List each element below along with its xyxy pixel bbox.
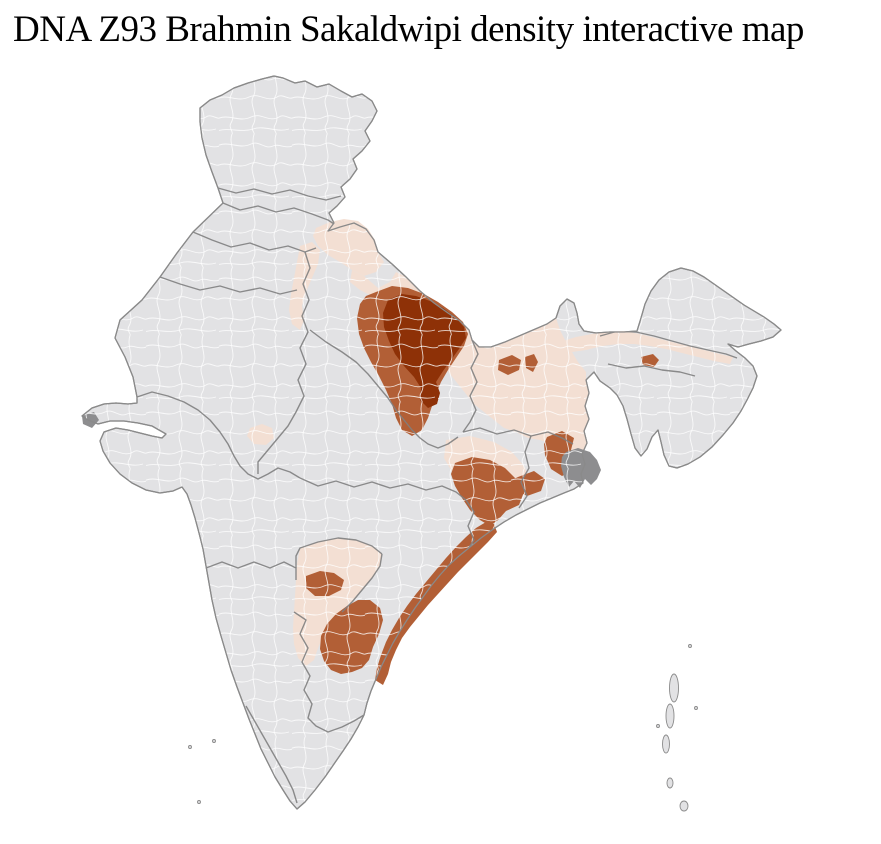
island-lakshadweep-3[interactable] xyxy=(197,800,201,804)
state-border-punjab-haryana xyxy=(192,231,317,253)
state-border-ap-telangana xyxy=(341,553,383,613)
state-border-up-bihar xyxy=(462,339,479,433)
state-border-karnataka-ap-tn xyxy=(293,611,365,733)
island-andaman-north[interactable] xyxy=(669,673,679,703)
island-little-andaman[interactable] xyxy=(666,777,674,789)
state-border-maharashtra-karnataka xyxy=(205,561,297,580)
map-title: DNA Z93 Brahmin Sakaldwipi density inter… xyxy=(13,9,804,50)
island-andaman-middle[interactable] xyxy=(665,703,675,729)
state-border-hp-punjab xyxy=(222,202,335,225)
island-lakshadweep-1[interactable] xyxy=(188,745,192,749)
country-outline xyxy=(81,75,782,810)
island-lakshadweep-2[interactable] xyxy=(212,739,216,743)
state-border-bihar-jharkhand-wb xyxy=(462,427,574,445)
island-islet-3[interactable] xyxy=(656,724,660,728)
island-nicobar[interactable] xyxy=(679,800,689,812)
state-border-gujarat-north xyxy=(136,391,301,480)
state-border-kerala-tn xyxy=(245,705,298,804)
state-border-telangana-north xyxy=(295,537,383,568)
state-border-jk-hp xyxy=(217,187,342,201)
island-islet-2[interactable] xyxy=(694,706,698,710)
state-border-rajasthan-east xyxy=(257,251,311,474)
state-border-haryana-rajasthan xyxy=(159,276,298,295)
state-border-mp-maharashtra xyxy=(299,477,467,501)
sundarbans-delta xyxy=(561,448,601,488)
island-islet-1[interactable] xyxy=(688,644,692,648)
state-border-up-mp xyxy=(309,329,459,449)
state-border-assam-meghalaya xyxy=(607,363,696,377)
island-andaman-south[interactable] xyxy=(662,734,670,754)
state-border-wb-odisha xyxy=(518,435,532,509)
